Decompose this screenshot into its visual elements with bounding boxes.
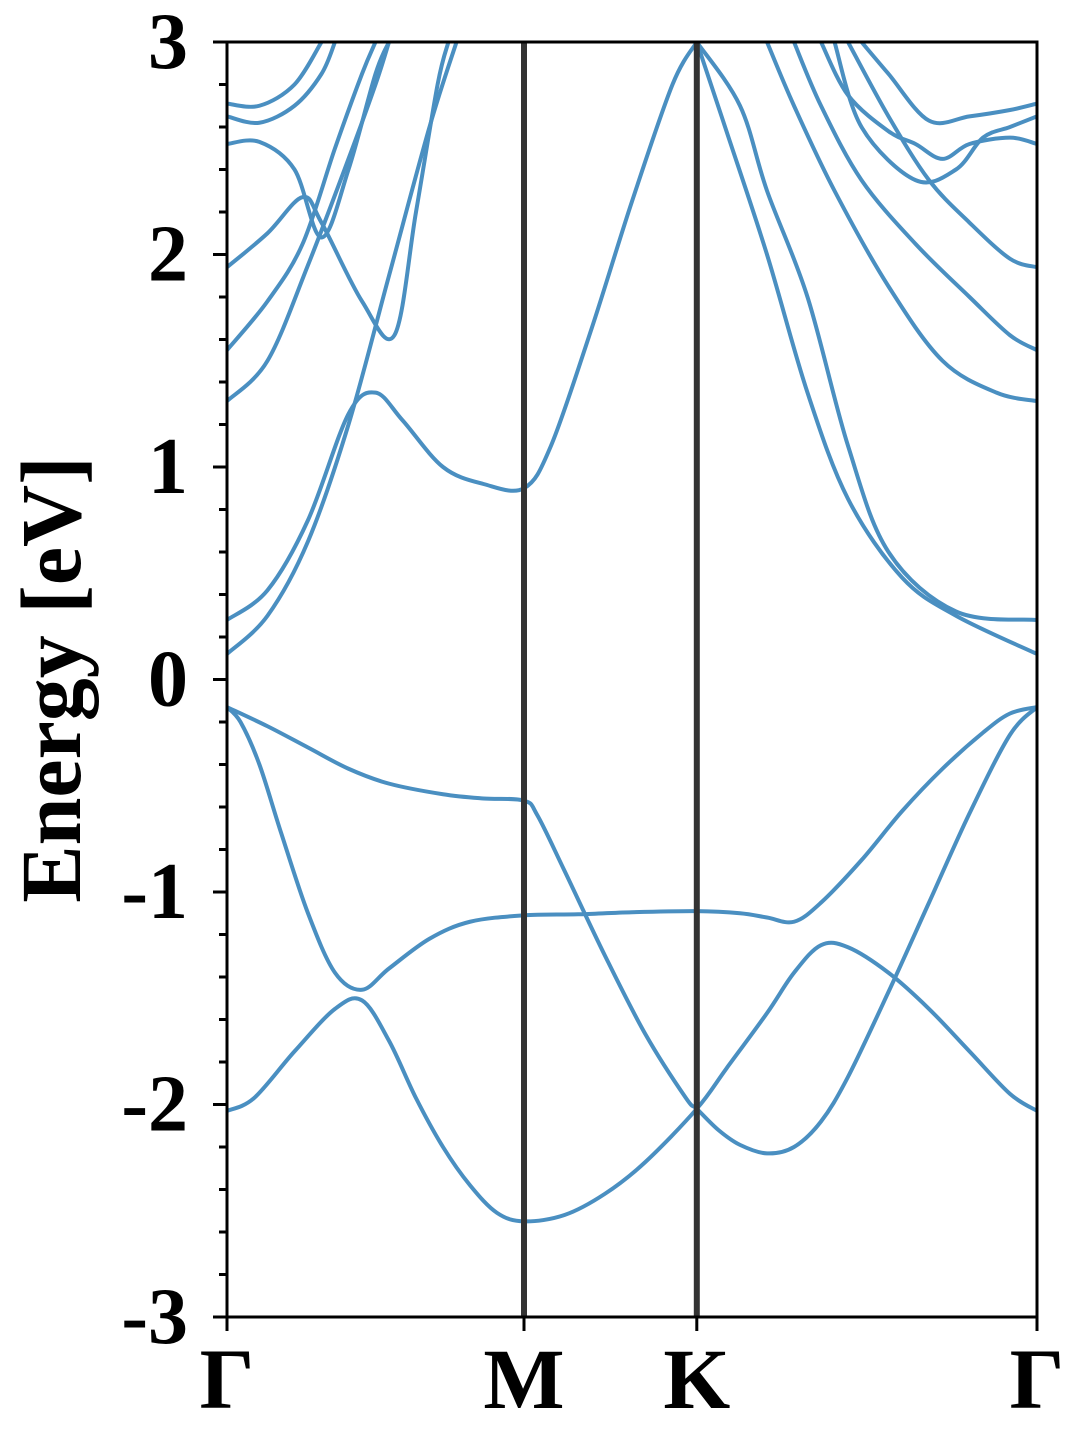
y-tick-label: -2: [121, 1061, 188, 1149]
band-15: [765, 42, 1037, 404]
band-11: [227, 42, 391, 240]
band-1: [227, 705, 1037, 1156]
y-tick-label: 2: [148, 211, 188, 299]
band-17: [819, 42, 1037, 161]
band-3: [227, 940, 1037, 1224]
band-2: [227, 705, 1037, 992]
y-tick-label: 0: [148, 636, 188, 724]
y-axis-ticks: -3 -2 -1 0 1 2 3: [121, 0, 227, 1361]
band-18: [832, 42, 1037, 185]
x-tick-label: M: [483, 1331, 564, 1427]
y-axis-title: Energy [eV]: [3, 456, 99, 903]
band-12: [227, 42, 337, 126]
band-8: [227, 42, 391, 404]
band-5: [227, 42, 699, 622]
band-16: [846, 42, 1037, 270]
band-curves: [227, 42, 1037, 1224]
plot-frame: [225, 40, 1039, 1319]
band-19: [859, 42, 1037, 126]
band-14: [792, 42, 1037, 353]
high-symmetry-dividers: [521, 42, 700, 1317]
y-tick-label: 3: [148, 0, 188, 86]
x-tick-label: K: [663, 1331, 730, 1427]
y-tick-label: -3: [121, 1273, 188, 1361]
x-tick-label: Γ: [200, 1331, 255, 1427]
band-10: [227, 42, 451, 342]
x-tick-label: Γ: [1010, 1331, 1065, 1427]
y-tick-label: 1: [148, 423, 188, 511]
band-9: [227, 42, 378, 353]
band-6: [694, 42, 1037, 656]
band-7: [694, 42, 1037, 622]
y-tick-label: -1: [121, 848, 188, 936]
band-13: [227, 42, 324, 109]
